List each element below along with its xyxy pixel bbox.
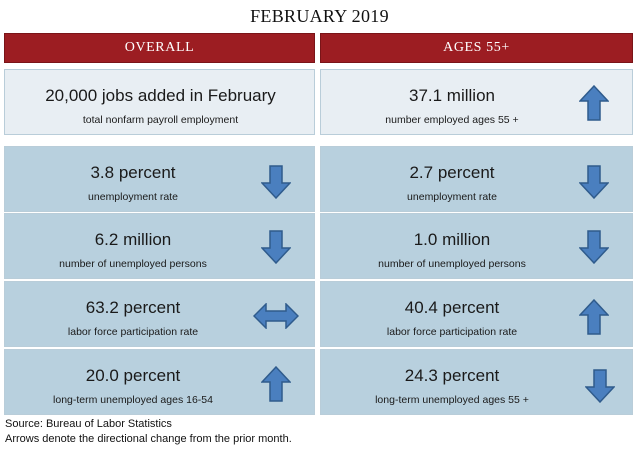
stat-card-overall-long-term-unemployed: 20.0 percent long-term unemployed ages 1…: [4, 349, 315, 415]
column-header-overall: OVERALL: [4, 33, 315, 63]
up-arrow-icon: [261, 366, 291, 402]
stat-card-ages55-employed: 37.1 million number employed ages 55 +: [320, 69, 633, 135]
down-arrow-icon: [579, 165, 609, 199]
stat-value: 37.1 million: [409, 86, 495, 105]
stat-card-ages55-participation-rate: 40.4 percent labor force participation r…: [320, 281, 633, 347]
stat-value: 63.2 percent: [85, 298, 181, 317]
up-arrow-icon: [579, 299, 609, 335]
page-title: FEBRUARY 2019: [250, 6, 389, 26]
stat-label: long-term unemployed ages 16-54: [53, 394, 213, 406]
column-header-ages-55: AGES 55+: [320, 33, 633, 63]
stat-card-overall-unemployed-persons: 6.2 million number of unemployed persons: [4, 213, 315, 279]
stat-label: number employed ages 55 +: [385, 114, 519, 126]
down-arrow-icon: [579, 230, 609, 264]
stat-card-overall-payroll: 20,000 jobs added in February total nonf…: [4, 69, 315, 135]
left-right-arrow-icon: [253, 303, 299, 329]
stat-label: unemployment rate: [407, 191, 497, 203]
stat-card-ages55-long-term-unemployed: 24.3 percent long-term unemployed ages 5…: [320, 349, 633, 415]
stat-label: long-term unemployed ages 55 +: [375, 394, 529, 406]
down-arrow-icon: [261, 230, 291, 264]
stat-card-ages55-unemployment-rate: 2.7 percent unemployment rate: [320, 146, 633, 212]
stat-card-overall-unemployment-rate: 3.8 percent unemployment rate: [4, 146, 315, 212]
stat-label: unemployment rate: [88, 191, 178, 203]
stat-value: 6.2 million: [94, 230, 172, 249]
stat-value: 40.4 percent: [404, 298, 500, 317]
stat-label: labor force participation rate: [67, 326, 199, 338]
down-arrow-icon: [261, 165, 291, 199]
arrow-legend-note: Arrows denote the directional change fro…: [5, 433, 292, 445]
stat-label: number of unemployed persons: [378, 258, 526, 270]
source-note: Source: Bureau of Labor Statistics: [5, 418, 172, 430]
stat-value: 20.0 percent: [85, 366, 181, 385]
down-arrow-icon: [585, 369, 615, 403]
stat-value: 1.0 million: [413, 230, 491, 249]
stat-card-ages55-unemployed-persons: 1.0 million number of unemployed persons: [320, 213, 633, 279]
stat-label: total nonfarm payroll employment: [82, 114, 239, 126]
stat-card-overall-participation-rate: 63.2 percent labor force participation r…: [4, 281, 315, 347]
stat-value: 24.3 percent: [404, 366, 500, 385]
stat-label: number of unemployed persons: [59, 258, 207, 270]
stat-value: 2.7 percent: [409, 163, 495, 182]
stat-value: 20,000 jobs added in February: [45, 86, 276, 105]
stat-label: labor force participation rate: [386, 326, 518, 338]
stat-value: 3.8 percent: [90, 163, 176, 182]
up-arrow-icon: [579, 85, 609, 121]
